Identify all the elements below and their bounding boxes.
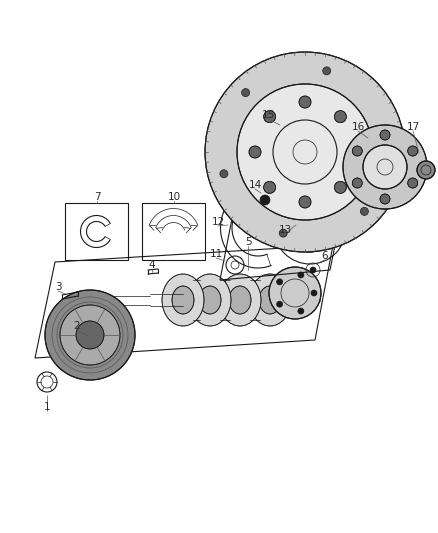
Circle shape — [277, 301, 283, 307]
Circle shape — [417, 161, 435, 179]
Ellipse shape — [229, 286, 251, 314]
Circle shape — [237, 84, 373, 220]
Circle shape — [382, 126, 390, 134]
Ellipse shape — [259, 286, 281, 314]
Text: 11: 11 — [209, 249, 223, 259]
Bar — [142, 203, 205, 260]
Circle shape — [363, 145, 407, 189]
Circle shape — [45, 290, 135, 380]
Circle shape — [298, 308, 304, 314]
Ellipse shape — [162, 274, 204, 326]
Text: 10: 10 — [167, 192, 180, 202]
Text: 3: 3 — [55, 282, 61, 292]
Circle shape — [349, 146, 361, 158]
Text: 4: 4 — [148, 260, 155, 270]
Circle shape — [60, 305, 120, 365]
Circle shape — [380, 194, 390, 204]
Circle shape — [360, 207, 368, 215]
Circle shape — [380, 130, 390, 140]
Circle shape — [343, 125, 427, 209]
Circle shape — [242, 88, 250, 96]
Text: 12: 12 — [212, 217, 225, 227]
Ellipse shape — [219, 274, 261, 326]
Text: 6: 6 — [321, 251, 328, 261]
Circle shape — [264, 181, 276, 193]
Circle shape — [352, 146, 362, 156]
Text: 13: 13 — [279, 225, 292, 235]
Circle shape — [334, 181, 346, 193]
Circle shape — [310, 267, 316, 273]
Circle shape — [408, 146, 418, 156]
Circle shape — [408, 178, 418, 188]
Circle shape — [299, 96, 311, 108]
Circle shape — [220, 169, 228, 177]
Text: 14: 14 — [248, 180, 261, 190]
Text: 2: 2 — [74, 321, 80, 331]
Circle shape — [277, 279, 283, 285]
Text: 15: 15 — [261, 110, 275, 120]
Circle shape — [279, 229, 287, 237]
Circle shape — [269, 267, 321, 319]
Ellipse shape — [172, 286, 194, 314]
Circle shape — [76, 321, 104, 349]
Text: 5: 5 — [245, 237, 251, 247]
Text: 16: 16 — [351, 122, 364, 132]
Ellipse shape — [189, 274, 231, 326]
Circle shape — [334, 111, 346, 123]
Ellipse shape — [249, 274, 291, 326]
Circle shape — [249, 146, 261, 158]
Circle shape — [299, 196, 311, 208]
Circle shape — [352, 178, 362, 188]
Circle shape — [323, 67, 331, 75]
Bar — [65, 203, 128, 260]
Circle shape — [298, 272, 304, 278]
Ellipse shape — [199, 286, 221, 314]
Circle shape — [205, 52, 405, 252]
Circle shape — [260, 195, 270, 205]
Circle shape — [264, 111, 276, 123]
Text: 17: 17 — [406, 122, 420, 132]
Circle shape — [311, 290, 317, 296]
Text: 7: 7 — [94, 192, 100, 202]
Text: 1: 1 — [44, 402, 50, 412]
